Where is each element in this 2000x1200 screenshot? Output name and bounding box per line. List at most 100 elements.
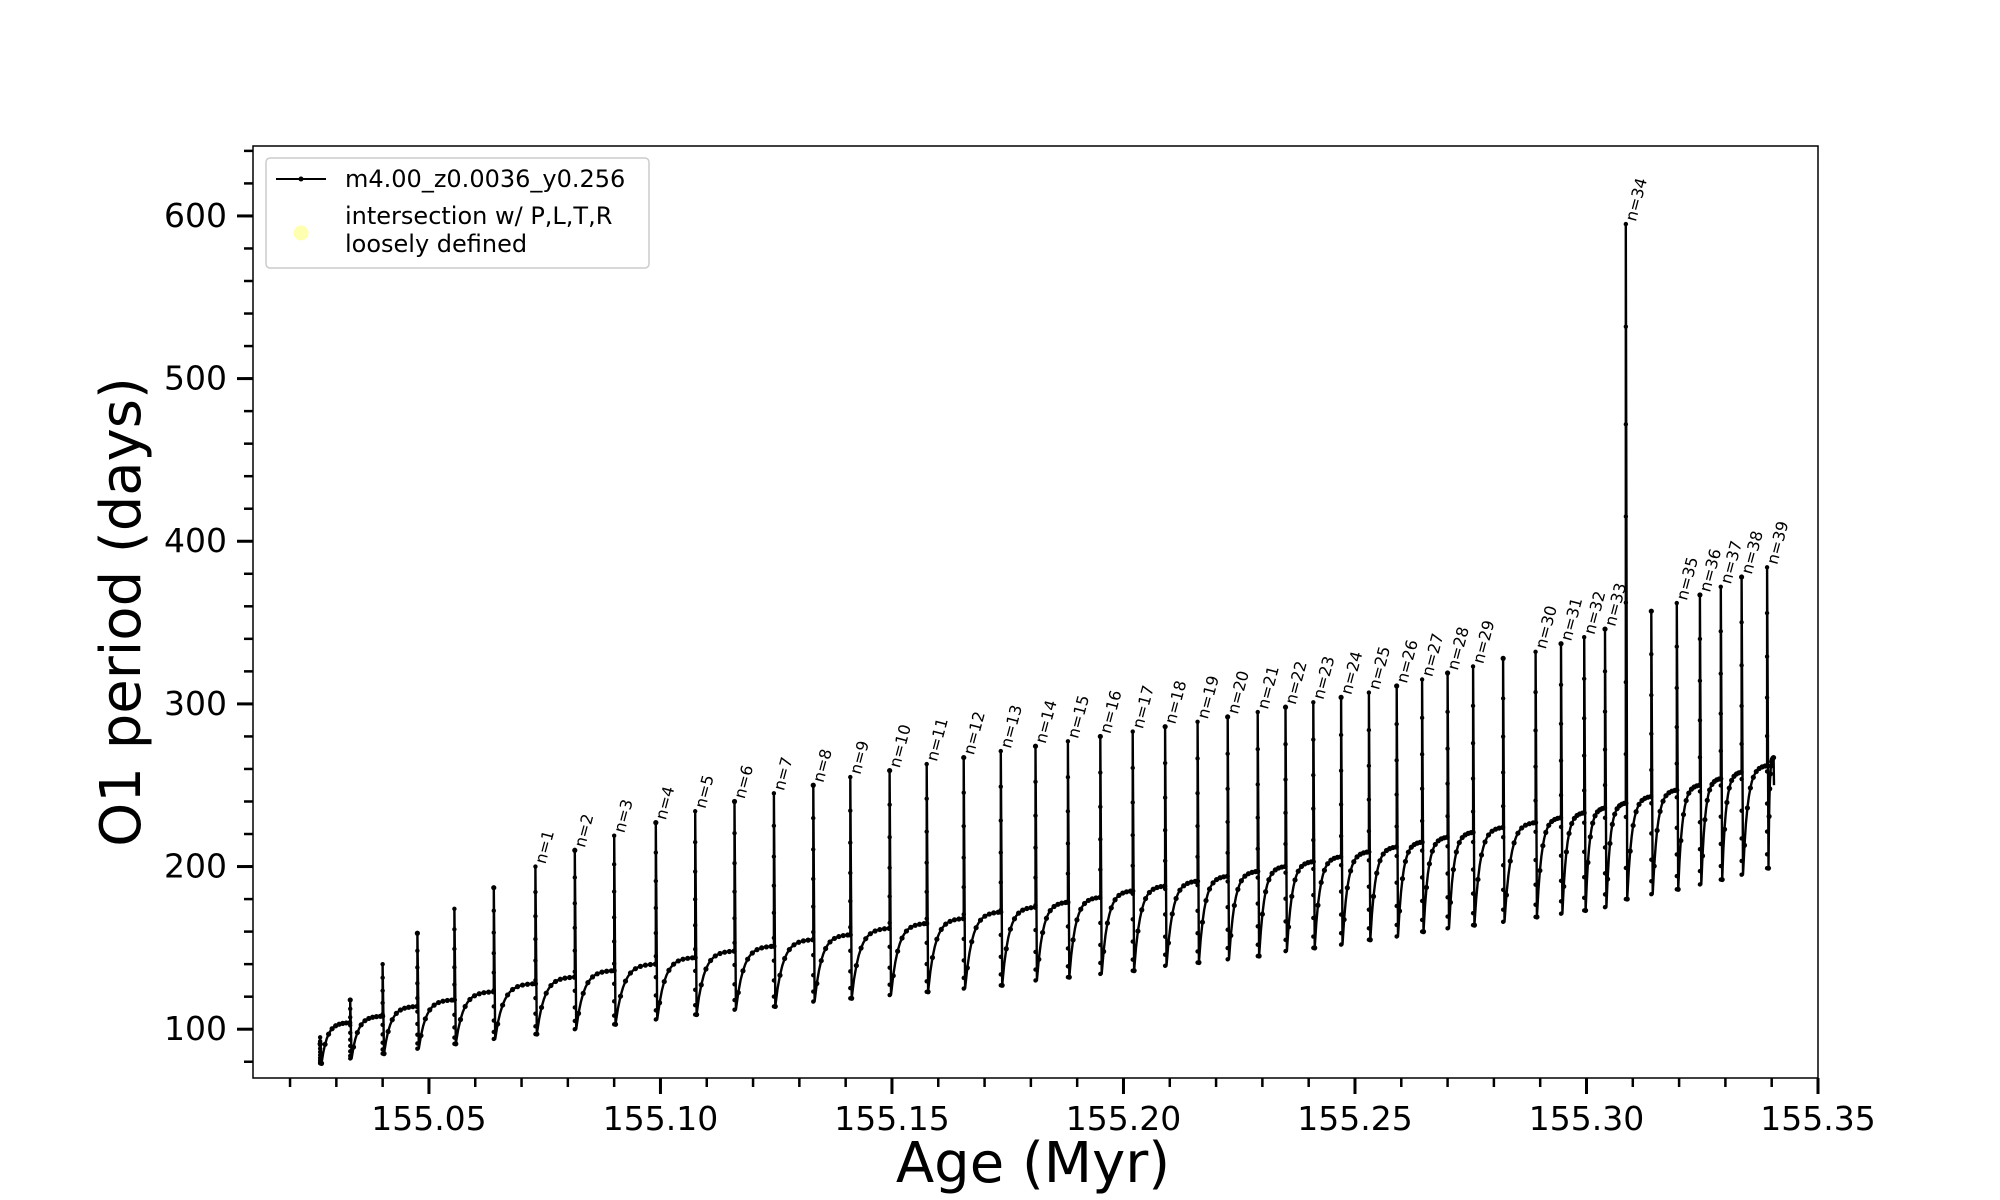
series-point: [1450, 866, 1457, 873]
series-point: [1590, 820, 1596, 826]
series-point: [572, 925, 577, 930]
series-point: [1500, 824, 1506, 831]
series-point: [1165, 940, 1172, 946]
series-point: [1623, 751, 1629, 757]
series-point: [692, 955, 698, 961]
series-point: [415, 1041, 420, 1046]
series-point: [1764, 801, 1770, 806]
series-point: [1225, 786, 1230, 791]
series-point: [1581, 849, 1587, 854]
series-point: [1116, 892, 1122, 899]
series-point: [1047, 908, 1053, 914]
series-point: [1195, 854, 1200, 860]
series-point: [1065, 841, 1071, 846]
series-point: [1033, 978, 1038, 983]
series-point: [452, 1035, 457, 1040]
series-point: [1581, 635, 1587, 640]
pulse-label: n=23: [1309, 654, 1339, 701]
series-point: [611, 999, 617, 1004]
series-point: [1721, 826, 1728, 832]
series-point: [1112, 897, 1118, 903]
series-point: [637, 963, 644, 969]
series-point: [991, 910, 997, 916]
series-point: [1051, 903, 1057, 910]
series-point: [533, 864, 538, 869]
series-point: [1225, 957, 1230, 962]
series-point: [653, 820, 659, 826]
series-point: [1366, 828, 1372, 834]
series-point: [1649, 767, 1654, 773]
series-point: [1482, 839, 1488, 845]
series-point: [1447, 899, 1454, 906]
series-point: [998, 850, 1003, 855]
series-point: [1377, 858, 1383, 864]
series-point: [1255, 875, 1260, 880]
pulse-label: n=22: [1281, 659, 1311, 706]
series-point: [1470, 809, 1476, 814]
series-point: [731, 798, 738, 805]
series-point: [1612, 811, 1618, 817]
series-point: [973, 925, 979, 931]
series-point: [1195, 908, 1200, 914]
series-point: [1697, 820, 1703, 825]
series-point: [572, 969, 577, 974]
series-point: [1511, 840, 1517, 846]
series-point: [1130, 917, 1135, 922]
series-point: [1764, 733, 1770, 739]
series-point: [872, 928, 878, 934]
series-point: [348, 1006, 353, 1012]
pulse-label: n=24: [1337, 649, 1367, 696]
series-point: [1312, 945, 1318, 951]
series-point: [397, 1007, 404, 1013]
series-point: [1238, 878, 1244, 884]
series-point: [675, 958, 681, 964]
series-point: [1649, 731, 1654, 736]
series-point: [1366, 763, 1372, 769]
series-point: [1602, 845, 1608, 850]
pulse-label: n=1: [531, 828, 558, 866]
series-point: [1162, 828, 1168, 833]
series-point: [1649, 878, 1654, 884]
series-point: [534, 1031, 540, 1037]
series-point: [1623, 514, 1629, 519]
pulse-label: n=21: [1253, 664, 1283, 711]
series-point: [1311, 700, 1316, 705]
series-point: [435, 999, 442, 1006]
series-point: [1104, 920, 1111, 926]
series-point: [1649, 857, 1654, 862]
series-point: [692, 947, 698, 952]
series-point: [656, 1000, 663, 1006]
series-point: [1563, 849, 1570, 855]
x-tick-label: 155.20: [1066, 1099, 1181, 1138]
series-point: [1674, 685, 1679, 691]
series-point: [1558, 824, 1564, 830]
series-point: [393, 1010, 399, 1016]
series-point: [1657, 808, 1663, 814]
series-point: [1225, 879, 1230, 884]
series-point: [1533, 689, 1538, 695]
series-point: [732, 982, 737, 987]
series-layer: [317, 221, 1777, 1066]
series-point: [1636, 801, 1642, 807]
series-point: [1131, 968, 1137, 974]
series-point: [415, 965, 420, 970]
series-point: [877, 926, 883, 933]
pulse-label: n=16: [1096, 688, 1126, 735]
series-point: [1475, 876, 1481, 883]
series-point: [998, 909, 1004, 915]
series-point: [777, 972, 783, 978]
series-point: [1699, 853, 1706, 859]
series-point: [1195, 719, 1200, 724]
series-point: [1558, 641, 1564, 647]
series-point: [1325, 861, 1331, 867]
series-point: [726, 948, 732, 955]
series-point: [1718, 629, 1723, 634]
series-point: [414, 930, 420, 936]
series-point: [692, 809, 698, 814]
series-point: [1623, 600, 1629, 605]
series-point: [325, 1031, 332, 1037]
series-point: [1581, 676, 1587, 681]
series-point: [708, 957, 714, 964]
series-point: [1764, 610, 1770, 616]
